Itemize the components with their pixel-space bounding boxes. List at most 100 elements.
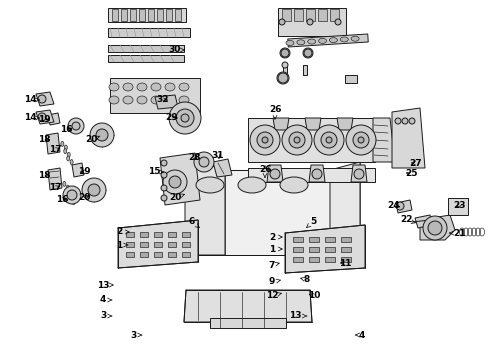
Bar xyxy=(140,242,148,247)
Bar xyxy=(110,78,200,113)
Ellipse shape xyxy=(340,37,348,42)
Text: 21: 21 xyxy=(450,229,465,238)
Ellipse shape xyxy=(63,181,66,186)
Polygon shape xyxy=(155,95,178,109)
Circle shape xyxy=(82,178,106,202)
Bar xyxy=(341,237,351,242)
Polygon shape xyxy=(248,118,375,162)
Text: 10: 10 xyxy=(308,292,320,301)
Circle shape xyxy=(396,202,404,210)
Text: 28: 28 xyxy=(188,153,200,162)
Bar xyxy=(293,257,303,262)
Bar xyxy=(108,28,190,37)
Bar xyxy=(108,45,184,52)
Text: 29: 29 xyxy=(166,113,178,122)
Ellipse shape xyxy=(277,72,289,84)
Circle shape xyxy=(282,62,288,68)
Bar xyxy=(341,257,351,262)
Bar xyxy=(182,232,190,237)
Text: 14: 14 xyxy=(24,113,39,122)
Text: 30: 30 xyxy=(169,45,184,54)
Ellipse shape xyxy=(64,149,67,154)
Bar xyxy=(278,8,346,36)
Circle shape xyxy=(312,169,322,179)
Circle shape xyxy=(176,109,194,127)
Text: 24: 24 xyxy=(388,201,400,210)
Circle shape xyxy=(282,125,312,155)
Text: 1: 1 xyxy=(269,244,282,253)
Polygon shape xyxy=(330,162,360,255)
Circle shape xyxy=(161,172,167,178)
Ellipse shape xyxy=(179,96,189,104)
Polygon shape xyxy=(184,290,312,322)
Ellipse shape xyxy=(351,36,359,41)
Text: 5: 5 xyxy=(307,217,316,228)
Ellipse shape xyxy=(67,152,70,157)
Bar xyxy=(140,252,148,257)
Circle shape xyxy=(346,125,376,155)
Text: 7: 7 xyxy=(269,261,279,270)
Bar xyxy=(126,252,134,257)
Text: 11: 11 xyxy=(339,258,351,267)
Bar xyxy=(157,9,163,21)
Ellipse shape xyxy=(151,96,161,104)
Circle shape xyxy=(161,160,167,166)
Text: 6: 6 xyxy=(189,217,199,228)
Ellipse shape xyxy=(64,145,67,150)
Bar xyxy=(293,237,303,242)
Circle shape xyxy=(181,114,189,122)
Bar xyxy=(306,9,315,21)
Polygon shape xyxy=(36,92,54,106)
Circle shape xyxy=(169,176,181,188)
Polygon shape xyxy=(160,153,200,205)
Polygon shape xyxy=(48,113,60,125)
Polygon shape xyxy=(213,159,232,177)
Circle shape xyxy=(250,125,280,155)
Ellipse shape xyxy=(179,83,189,91)
Ellipse shape xyxy=(137,96,147,104)
Bar xyxy=(294,9,303,21)
Bar xyxy=(325,257,335,262)
Bar xyxy=(126,232,134,237)
Ellipse shape xyxy=(280,177,308,193)
Text: 1: 1 xyxy=(116,240,128,249)
Circle shape xyxy=(88,184,100,196)
Text: 20: 20 xyxy=(78,194,90,202)
Polygon shape xyxy=(185,165,225,255)
Bar xyxy=(283,65,287,75)
Text: 19: 19 xyxy=(78,167,90,176)
Polygon shape xyxy=(448,198,468,215)
Circle shape xyxy=(38,113,46,121)
Ellipse shape xyxy=(67,156,70,161)
Circle shape xyxy=(63,186,81,204)
Text: 25: 25 xyxy=(405,170,417,179)
Circle shape xyxy=(279,19,285,25)
Bar xyxy=(112,9,118,21)
Circle shape xyxy=(353,132,369,148)
Circle shape xyxy=(257,132,273,148)
Text: 19: 19 xyxy=(38,116,50,125)
Circle shape xyxy=(314,125,344,155)
Bar xyxy=(154,252,162,257)
Bar xyxy=(341,247,351,252)
Ellipse shape xyxy=(72,199,75,204)
Circle shape xyxy=(68,118,84,134)
Ellipse shape xyxy=(318,39,326,43)
Bar xyxy=(293,247,303,252)
Circle shape xyxy=(278,73,288,83)
Text: 27: 27 xyxy=(410,158,422,167)
Circle shape xyxy=(194,152,214,172)
Circle shape xyxy=(395,118,401,124)
Bar xyxy=(168,252,176,257)
Text: 15: 15 xyxy=(148,167,163,176)
Circle shape xyxy=(402,118,408,124)
Bar xyxy=(325,237,335,242)
Circle shape xyxy=(67,190,77,200)
Ellipse shape xyxy=(297,40,305,45)
Ellipse shape xyxy=(123,96,133,104)
Text: 23: 23 xyxy=(453,201,465,210)
Ellipse shape xyxy=(286,40,294,45)
Ellipse shape xyxy=(69,196,72,201)
Bar xyxy=(166,9,172,21)
Text: 12: 12 xyxy=(266,292,281,301)
